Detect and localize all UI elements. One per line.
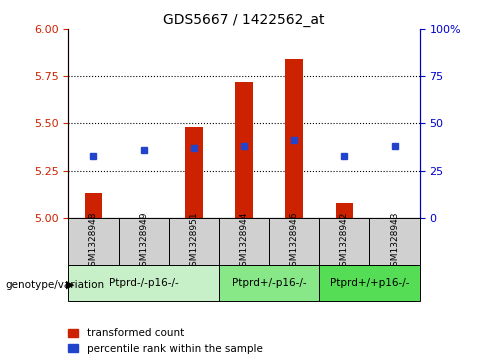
Text: Ptprd+/+p16-/-: Ptprd+/+p16-/- [330,278,409,288]
Bar [169,218,219,265]
Text: Ptprd-/-p16-/-: Ptprd-/-p16-/- [109,278,179,288]
Bar [269,218,319,265]
Text: genotype/variation: genotype/variation [5,280,104,290]
Text: GSM1328948: GSM1328948 [89,211,98,272]
Bar [319,265,420,301]
Bar [68,218,119,265]
Text: Ptprd+/-p16-/-: Ptprd+/-p16-/- [232,278,306,288]
Bar [235,82,253,218]
Bar [68,265,219,301]
Text: GSM1328944: GSM1328944 [240,211,248,272]
Text: GSM1328949: GSM1328949 [139,211,148,272]
Text: GSM1328942: GSM1328942 [340,211,349,272]
Bar [84,193,102,218]
Bar [319,218,369,265]
Text: GSM1328951: GSM1328951 [189,211,198,272]
Legend: transformed count, percentile rank within the sample: transformed count, percentile rank withi… [64,324,267,358]
Text: GSM1328943: GSM1328943 [390,211,399,272]
Text: GSM1328946: GSM1328946 [290,211,299,272]
Bar [219,218,269,265]
Text: ▶: ▶ [66,280,74,290]
Title: GDS5667 / 1422562_at: GDS5667 / 1422562_at [163,13,325,26]
Bar [369,218,420,265]
Bar [336,203,353,218]
Bar [119,218,169,265]
Bar [285,59,303,218]
Bar [219,265,319,301]
Bar [185,127,203,218]
